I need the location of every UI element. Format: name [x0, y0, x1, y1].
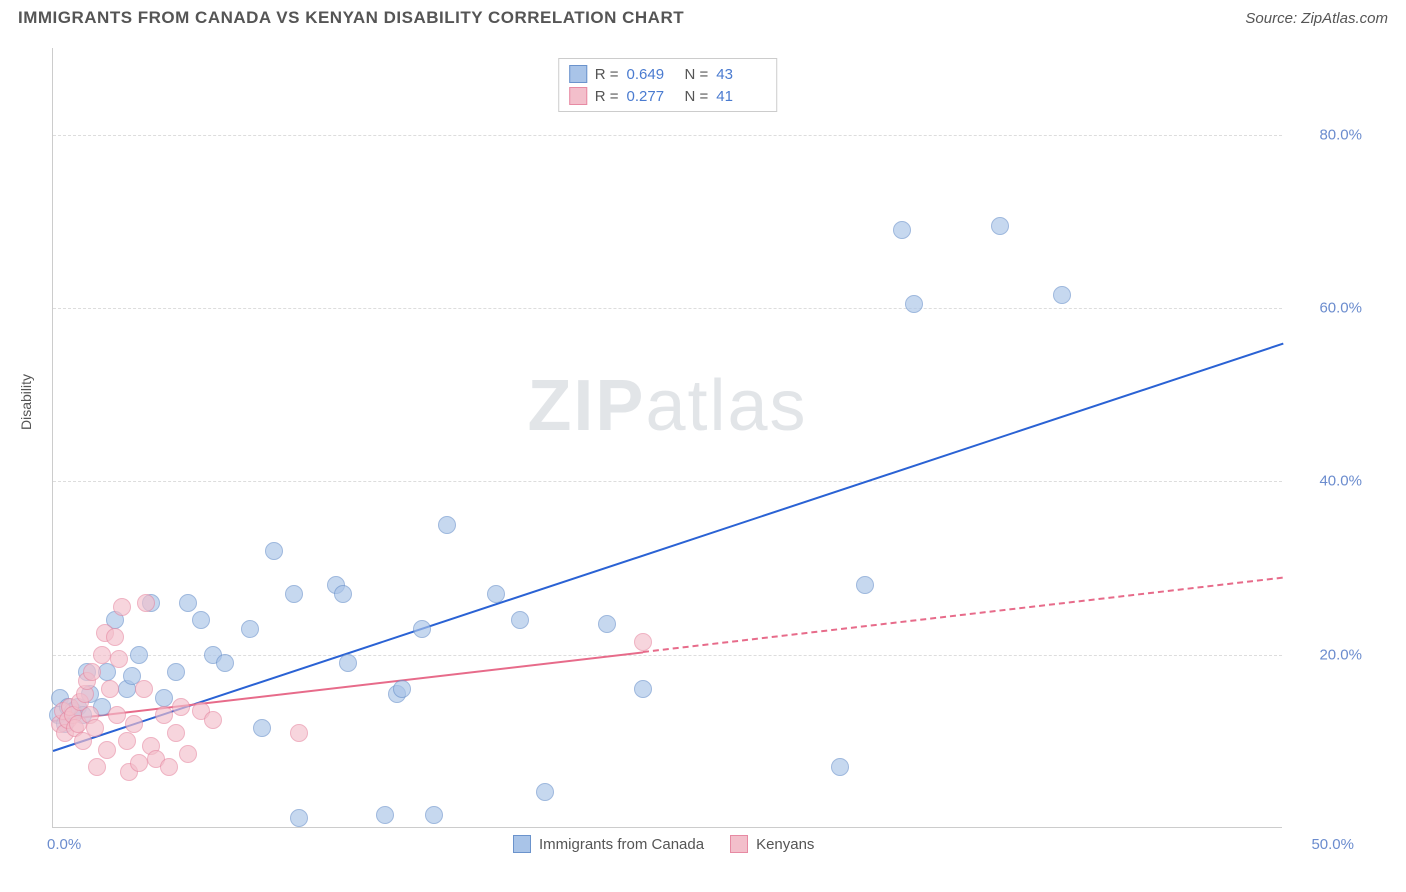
data-point-kenya: [125, 715, 143, 733]
n-value: 41: [716, 88, 766, 105]
data-point-kenya: [130, 754, 148, 772]
gridline: [53, 481, 1282, 482]
scatter-plot-area: ZIPatlas 20.0%40.0%60.0%80.0%0.0%50.0%R …: [52, 48, 1282, 828]
data-point-canada: [487, 585, 505, 603]
data-point-canada: [192, 611, 210, 629]
legend-swatch: [730, 835, 748, 853]
y-axis-label: Disability: [18, 374, 34, 430]
data-point-kenya: [179, 745, 197, 763]
data-point-canada: [241, 620, 259, 638]
legend-item-canada: Immigrants from Canada: [513, 835, 704, 853]
x-tick-label-max: 50.0%: [1311, 836, 1354, 853]
data-point-canada: [991, 217, 1009, 235]
source-attribution: Source: ZipAtlas.com: [1245, 10, 1388, 27]
data-point-kenya: [83, 663, 101, 681]
data-point-canada: [265, 542, 283, 560]
r-value: 0.277: [627, 88, 677, 105]
data-point-canada: [290, 809, 308, 827]
data-point-canada: [438, 516, 456, 534]
data-point-canada: [216, 654, 234, 672]
data-point-canada: [167, 663, 185, 681]
data-point-kenya: [108, 706, 126, 724]
correlation-legend: R =0.649N =43R =0.277N =41: [558, 58, 778, 112]
x-tick-label-min: 0.0%: [47, 836, 81, 853]
legend-row-kenya: R =0.277N =41: [569, 85, 767, 107]
chart-title: IMMIGRANTS FROM CANADA VS KENYAN DISABIL…: [18, 8, 684, 28]
data-point-kenya: [172, 698, 190, 716]
y-tick-label: 20.0%: [1319, 646, 1362, 663]
data-point-kenya: [204, 711, 222, 729]
data-point-kenya: [88, 758, 106, 776]
data-point-kenya: [167, 724, 185, 742]
data-point-kenya: [155, 706, 173, 724]
data-point-canada: [376, 806, 394, 824]
trend-line: [53, 343, 1284, 752]
data-point-kenya: [160, 758, 178, 776]
data-point-canada: [856, 576, 874, 594]
data-point-kenya: [106, 628, 124, 646]
trend-line: [643, 577, 1283, 653]
data-point-canada: [179, 594, 197, 612]
data-point-canada: [393, 680, 411, 698]
data-point-kenya: [118, 732, 136, 750]
legend-label: Kenyans: [756, 836, 814, 853]
data-point-kenya: [113, 598, 131, 616]
data-point-canada: [334, 585, 352, 603]
data-point-canada: [130, 646, 148, 664]
data-point-canada: [425, 806, 443, 824]
y-tick-label: 80.0%: [1319, 126, 1362, 143]
data-point-canada: [253, 719, 271, 737]
gridline: [53, 655, 1282, 656]
data-point-canada: [598, 615, 616, 633]
data-point-kenya: [98, 741, 116, 759]
y-tick-label: 40.0%: [1319, 473, 1362, 490]
gridline: [53, 308, 1282, 309]
data-point-canada: [905, 295, 923, 313]
data-point-kenya: [101, 680, 119, 698]
data-point-kenya: [137, 594, 155, 612]
data-point-canada: [831, 758, 849, 776]
legend-row-canada: R =0.649N =43: [569, 63, 767, 85]
watermark: ZIPatlas: [527, 365, 807, 447]
data-point-canada: [155, 689, 173, 707]
data-point-canada: [893, 221, 911, 239]
data-point-kenya: [135, 680, 153, 698]
series-legend: Immigrants from Canada Kenyans: [513, 835, 814, 853]
data-point-kenya: [110, 650, 128, 668]
data-point-kenya: [634, 633, 652, 651]
r-value: 0.649: [627, 66, 677, 83]
data-point-canada: [413, 620, 431, 638]
legend-swatch: [513, 835, 531, 853]
data-point-canada: [339, 654, 357, 672]
legend-swatch: [569, 87, 587, 105]
data-point-canada: [285, 585, 303, 603]
data-point-canada: [511, 611, 529, 629]
chart-header: IMMIGRANTS FROM CANADA VS KENYAN DISABIL…: [0, 0, 1406, 32]
n-value: 43: [716, 66, 766, 83]
gridline: [53, 135, 1282, 136]
legend-label: Immigrants from Canada: [539, 836, 704, 853]
data-point-kenya: [290, 724, 308, 742]
data-point-kenya: [86, 719, 104, 737]
data-point-canada: [536, 783, 554, 801]
data-point-kenya: [93, 646, 111, 664]
y-tick-label: 60.0%: [1319, 300, 1362, 317]
legend-item-kenya: Kenyans: [730, 835, 814, 853]
data-point-canada: [634, 680, 652, 698]
legend-swatch: [569, 65, 587, 83]
data-point-canada: [1053, 286, 1071, 304]
